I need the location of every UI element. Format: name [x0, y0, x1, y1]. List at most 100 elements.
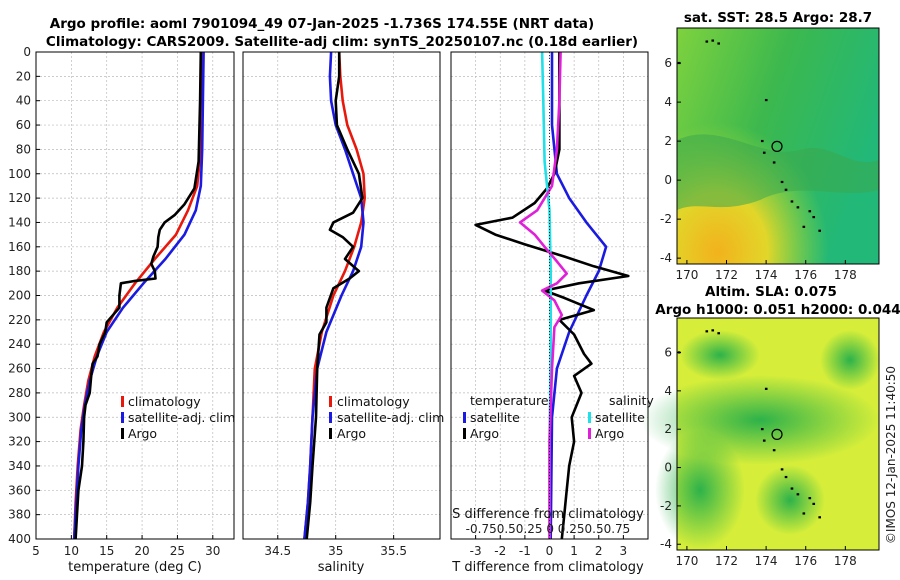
difference-legend: temperature salinity satellite Argo sate…: [463, 393, 654, 441]
ytick-label: 260: [8, 362, 31, 376]
salinity-legend: climatology satellite-adj. clim Argo: [329, 394, 444, 441]
island-speck: [705, 40, 709, 43]
difference-top-xticks: -0.750.50.25 0 0.250.50.75: [466, 522, 631, 536]
sst-map-frame: [676, 27, 880, 265]
map-ytick-label: 4: [664, 95, 672, 109]
sla-map-panel: Altim. SLA: 0.075 Argo h1000: 0.051 h200…: [640, 284, 900, 568]
sla-map-low-region-south: [655, 430, 745, 550]
legend-swatch-t-argo: [463, 428, 466, 439]
island-speck: [764, 98, 768, 102]
map-ytick-label: -4: [660, 251, 672, 265]
legend-s-argo: Argo: [595, 426, 624, 441]
xtick-label: 35.5: [380, 544, 407, 558]
salinity-xlabel: salinity: [318, 560, 365, 575]
ytick-label: 220: [8, 313, 31, 327]
ytick-label: 100: [8, 167, 31, 181]
xtick-label: -3: [470, 544, 482, 558]
salinity-lines: [303, 52, 366, 539]
difference-xticks: -3 -2 -1 0 1 2 3: [470, 535, 628, 558]
temperature-yticks: 0 20 40 60 80 100 120 140 160 180 200 220 240 260 280 3…: [8, 45, 40, 546]
temperature-frame: [35, 51, 235, 540]
xtick-label: 3: [620, 544, 628, 558]
sst-map-cool-band: [677, 134, 879, 210]
map-xtick-label: 178: [834, 268, 857, 282]
xtick-label: -2: [494, 544, 506, 558]
series-line-satellite-adj-clim: [303, 52, 365, 539]
temperature-lines: [72, 52, 205, 539]
map-xtick-label: 170: [675, 268, 698, 282]
ytick-label: 40: [16, 94, 31, 108]
map-xtick-label: 178: [834, 554, 857, 568]
series-line-t-argo: [474, 52, 630, 539]
legend-swatch-argo: [121, 428, 124, 439]
temperature-panel: 0 20 40 60 80 100 120 140 160 180 200 220 240 260 280 3…: [8, 45, 235, 575]
map-ytick-label: 4: [664, 384, 672, 398]
map-ytick-label: 0: [664, 173, 672, 187]
map-ytick-label: -2: [660, 499, 672, 513]
legend-satellite: satellite-adj. clim: [128, 410, 235, 425]
xtick-label: 34.5: [264, 544, 291, 558]
sla-map-profile-marker: [771, 428, 783, 440]
island-speck: [796, 206, 800, 209]
ytick-label: 380: [8, 508, 31, 522]
figure-title-line2: Climatology: CARS2009. Satellite-adj cli…: [46, 34, 638, 50]
difference-xlabel: T difference from climatology: [451, 560, 644, 575]
sla-map-low-region-east: [755, 465, 825, 535]
sst-map-ticks: 170 172 174 176 178 6 4 2 0 -2 -4: [660, 56, 857, 282]
legend-header-salinity: salinity: [609, 393, 654, 408]
map-xtick-label: 174: [755, 554, 778, 568]
difference-frame: [450, 51, 649, 540]
salinity-xticks: 34.5 35 35.5: [264, 535, 407, 558]
ytick-label: 0: [23, 45, 31, 59]
series-line-argo: [74, 52, 203, 539]
xtick-label: 5: [32, 544, 40, 558]
xtick-label: 35: [328, 544, 343, 558]
island-speck: [711, 39, 715, 42]
island-speck: [784, 188, 788, 191]
island-speck: [784, 475, 788, 479]
ytick-label: 160: [8, 240, 31, 254]
sst-map-panel: sat. SST: 28.5 Argo: 28.7 170 172 174 176 17…: [660, 10, 880, 282]
legend-s-satellite: satellite: [595, 410, 645, 425]
map-ytick-label: -2: [660, 212, 672, 226]
ytick-label: 360: [8, 483, 31, 497]
map-ytick-label: -4: [660, 537, 672, 551]
salinity-panel: 34.5 35 35.5 salinity climatology satellit…: [242, 51, 444, 575]
ytick-label: 120: [8, 191, 31, 205]
map-ytick-label: 6: [664, 346, 672, 360]
legend-swatch-t-satellite: [463, 412, 466, 423]
sst-map-islands: [677, 39, 821, 232]
xtick-label: 20: [134, 544, 149, 558]
xtick-label: 15: [99, 544, 114, 558]
sla-map-title: Altim. SLA: 0.075: [705, 284, 837, 300]
legend-swatch-climatology: [329, 396, 332, 407]
island-speck: [818, 516, 821, 519]
ytick-label: 20: [16, 69, 31, 83]
island-speck: [711, 329, 715, 332]
figure-title-line1: Argo profile: aoml 7901094_49 07-Jan-202…: [50, 16, 594, 32]
imos-credit: ©IMOS 12-Jan-2025 11:40:50: [884, 366, 898, 544]
sla-map-low-region-ne: [820, 330, 880, 390]
island-speck: [762, 439, 766, 442]
island-speck: [812, 502, 816, 505]
island-speck: [764, 387, 768, 390]
island-speck: [760, 139, 764, 143]
sla-map-frame: [676, 317, 880, 551]
map-xtick-label: 170: [675, 554, 698, 568]
legend-climatology: climatology: [337, 394, 410, 409]
legend-t-argo: Argo: [470, 426, 499, 441]
legend-swatch-s-argo: [588, 428, 591, 439]
island-speck: [780, 468, 784, 471]
map-ytick-label: 0: [664, 461, 672, 475]
map-ytick-label: 2: [664, 422, 672, 436]
island-speck: [790, 487, 794, 490]
island-speck: [802, 512, 806, 515]
ytick-label: 180: [8, 264, 31, 278]
xtick-label: -1: [519, 544, 531, 558]
ytick-label: 60: [16, 118, 31, 132]
sla-map-low-region-north: [680, 330, 760, 380]
sla-map-subtitle: Argo h1000: 0.051 h2000: 0.044: [655, 302, 900, 318]
island-speck: [818, 229, 821, 232]
legend-swatch-satellite: [121, 412, 124, 423]
